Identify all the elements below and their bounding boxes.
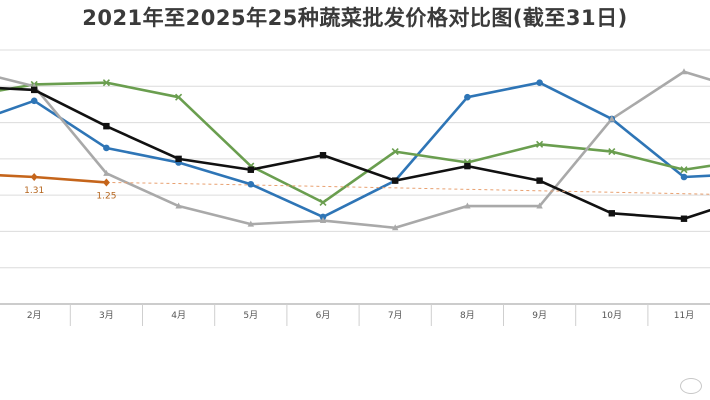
series-line-5	[0, 173, 107, 184]
point-circle	[103, 144, 110, 152]
point-triangle	[680, 68, 688, 75]
point-triangle	[103, 169, 110, 176]
series-line-4	[0, 86, 710, 221]
data-label: 1.25	[96, 191, 116, 201]
point-triangle	[392, 224, 399, 231]
point-diamond	[30, 173, 38, 181]
x-tick-label: 8月	[460, 310, 475, 321]
point-square	[319, 152, 327, 159]
series-line-3	[0, 70, 710, 230]
point-square	[392, 177, 399, 184]
point-x	[680, 166, 688, 174]
chart-title: 2021年至2025年25种蔬菜批发价格对比图(截至31日)	[82, 6, 628, 30]
point-x	[608, 148, 616, 156]
point-triangle	[536, 202, 543, 209]
point-square	[31, 86, 38, 94]
point-x-stroke	[175, 93, 183, 101]
point-x	[319, 198, 327, 206]
x-tick-label: 4月	[171, 310, 186, 321]
point-x-stroke	[536, 140, 544, 148]
point-x	[175, 93, 183, 101]
point-x	[536, 140, 544, 148]
point-x-stroke	[391, 148, 399, 156]
x-tick-label: 3月	[99, 310, 114, 321]
point-circle	[319, 213, 327, 221]
point-x	[102, 79, 110, 87]
x-tick-label: 9月	[532, 310, 547, 321]
point-square	[175, 155, 182, 163]
series-markers	[30, 68, 688, 231]
point-circle	[680, 173, 688, 181]
grid-lines	[0, 49, 710, 326]
series-lines	[0, 70, 710, 230]
point-square	[247, 166, 254, 173]
point-triangle	[319, 217, 327, 224]
series-line-2	[0, 81, 710, 204]
x-tick-label: 10月	[602, 310, 622, 321]
point-square	[103, 123, 110, 130]
x-tick-label: 7月	[388, 310, 403, 321]
x-tick-label: 2月	[27, 310, 42, 321]
point-x	[391, 148, 399, 156]
point-triangle	[175, 202, 182, 209]
data-labels: 1.31 1.25	[24, 186, 116, 201]
point-circle	[30, 97, 38, 105]
point-triangle	[608, 115, 615, 122]
point-x-stroke	[608, 148, 616, 156]
x-axis-ticks: 2月 3月 4月 5月 6月 7月 8月 9月 10月 11月	[27, 310, 694, 321]
point-x-stroke	[319, 198, 327, 206]
point-diamond	[102, 178, 110, 187]
x-tick-label: 6月	[316, 310, 331, 321]
point-x-stroke	[102, 79, 110, 87]
point-square	[464, 162, 471, 170]
point-square	[536, 177, 543, 184]
point-triangle	[247, 220, 254, 227]
point-circle	[247, 180, 255, 188]
point-x-stroke	[680, 166, 688, 174]
point-circle	[464, 93, 471, 101]
x-tick-label: 5月	[243, 310, 258, 321]
point-triangle	[464, 202, 471, 209]
point-square	[680, 215, 688, 222]
x-tick-label: 11月	[674, 310, 694, 321]
series-line-6	[106, 181, 710, 195]
point-circle	[536, 79, 543, 86]
weibo-watermark-icon	[680, 378, 702, 394]
series-line-1	[0, 81, 710, 219]
data-label: 1.31	[24, 186, 44, 196]
point-square	[608, 210, 615, 217]
